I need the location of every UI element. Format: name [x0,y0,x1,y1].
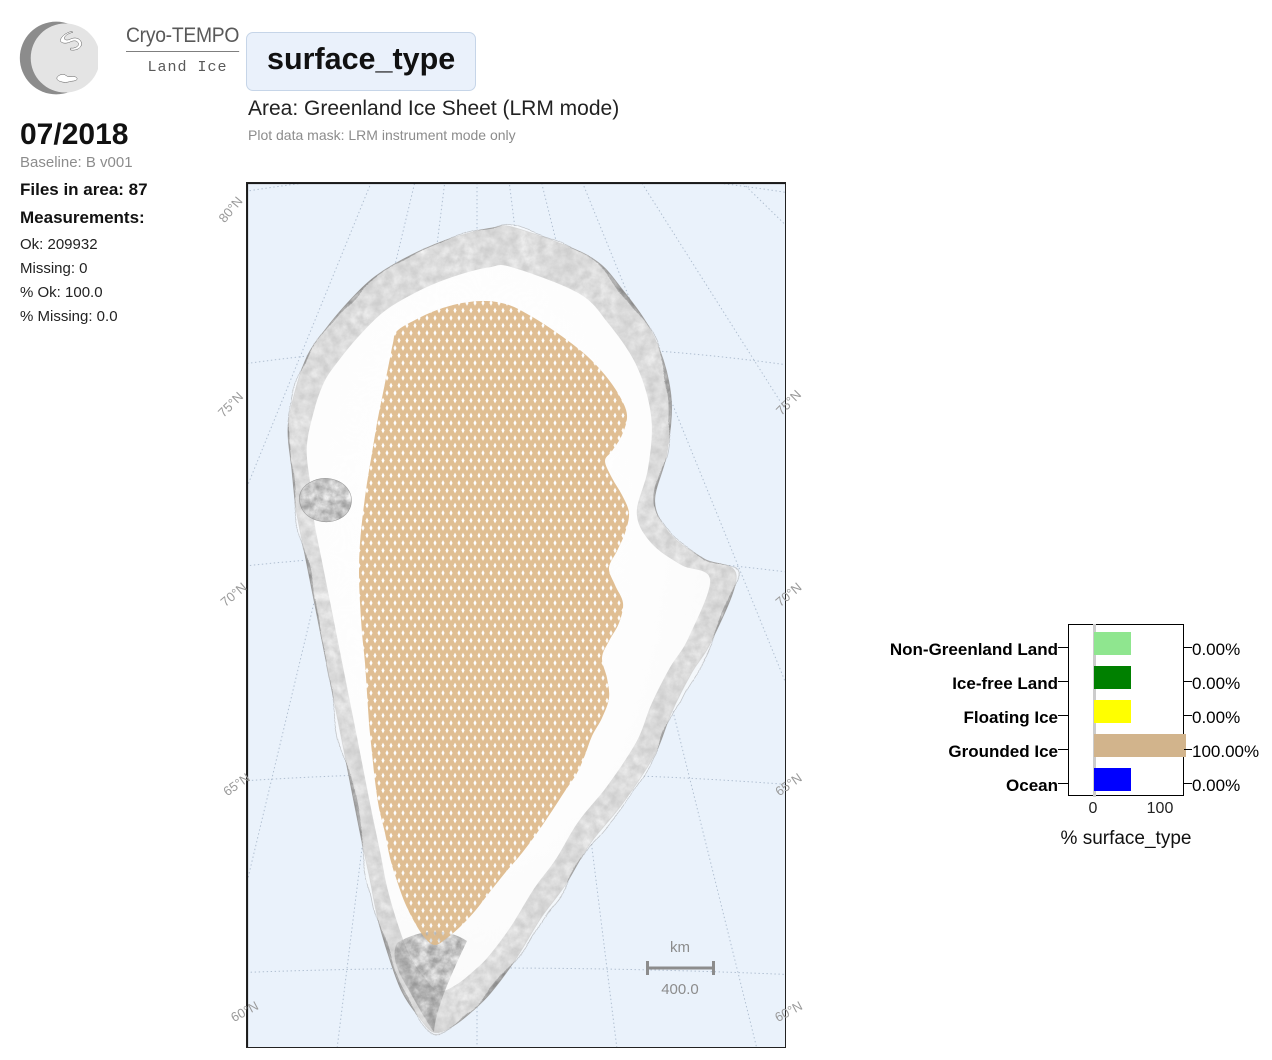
svg-text:km: km [670,939,690,956]
svg-text:400.0: 400.0 [661,981,699,998]
